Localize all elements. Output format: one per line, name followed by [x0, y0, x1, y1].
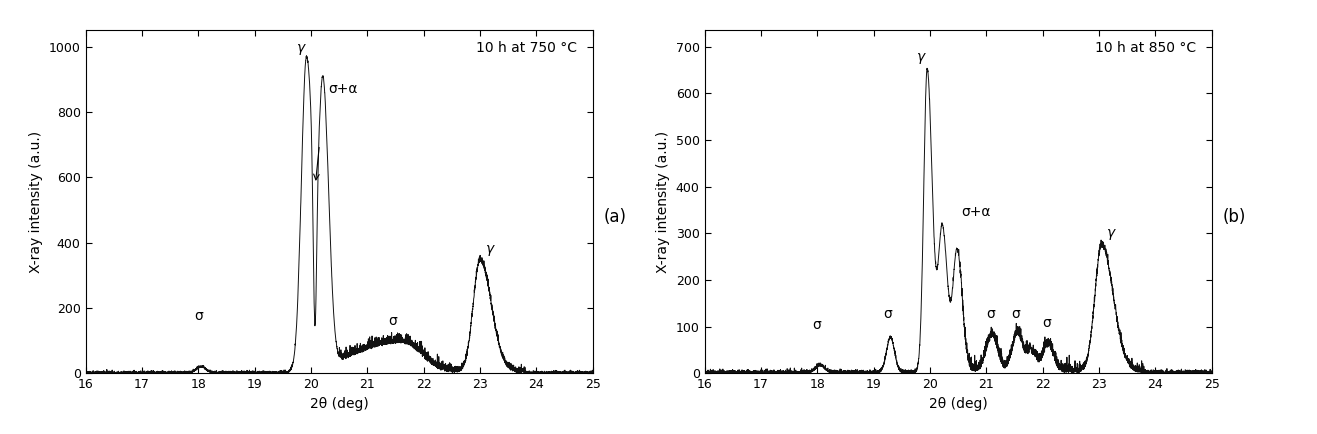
Text: σ: σ — [1042, 316, 1051, 330]
X-axis label: 2θ (deg): 2θ (deg) — [309, 397, 369, 411]
Text: σ+α: σ+α — [328, 82, 357, 95]
Text: σ: σ — [811, 318, 820, 332]
Text: σ: σ — [194, 309, 203, 322]
Text: (b): (b) — [1222, 208, 1246, 226]
Text: σ: σ — [884, 307, 892, 321]
Text: σ: σ — [986, 307, 996, 321]
Text: (a): (a) — [603, 208, 626, 226]
Text: γ: γ — [1108, 226, 1115, 240]
Y-axis label: X-ray intensity (a.u.): X-ray intensity (a.u.) — [656, 131, 670, 273]
Text: σ: σ — [1011, 307, 1019, 321]
Text: γ: γ — [918, 50, 926, 64]
Text: σ+α: σ+α — [961, 205, 990, 219]
Text: 10 h at 750 °C: 10 h at 750 °C — [477, 41, 577, 55]
X-axis label: 2θ (deg): 2θ (deg) — [928, 397, 988, 411]
Text: σ: σ — [389, 313, 396, 328]
Text: 10 h at 850 °C: 10 h at 850 °C — [1096, 41, 1196, 55]
Text: γ: γ — [486, 242, 494, 256]
Y-axis label: X-ray intensity (a.u.): X-ray intensity (a.u.) — [29, 131, 43, 273]
Text: γ: γ — [296, 41, 306, 55]
